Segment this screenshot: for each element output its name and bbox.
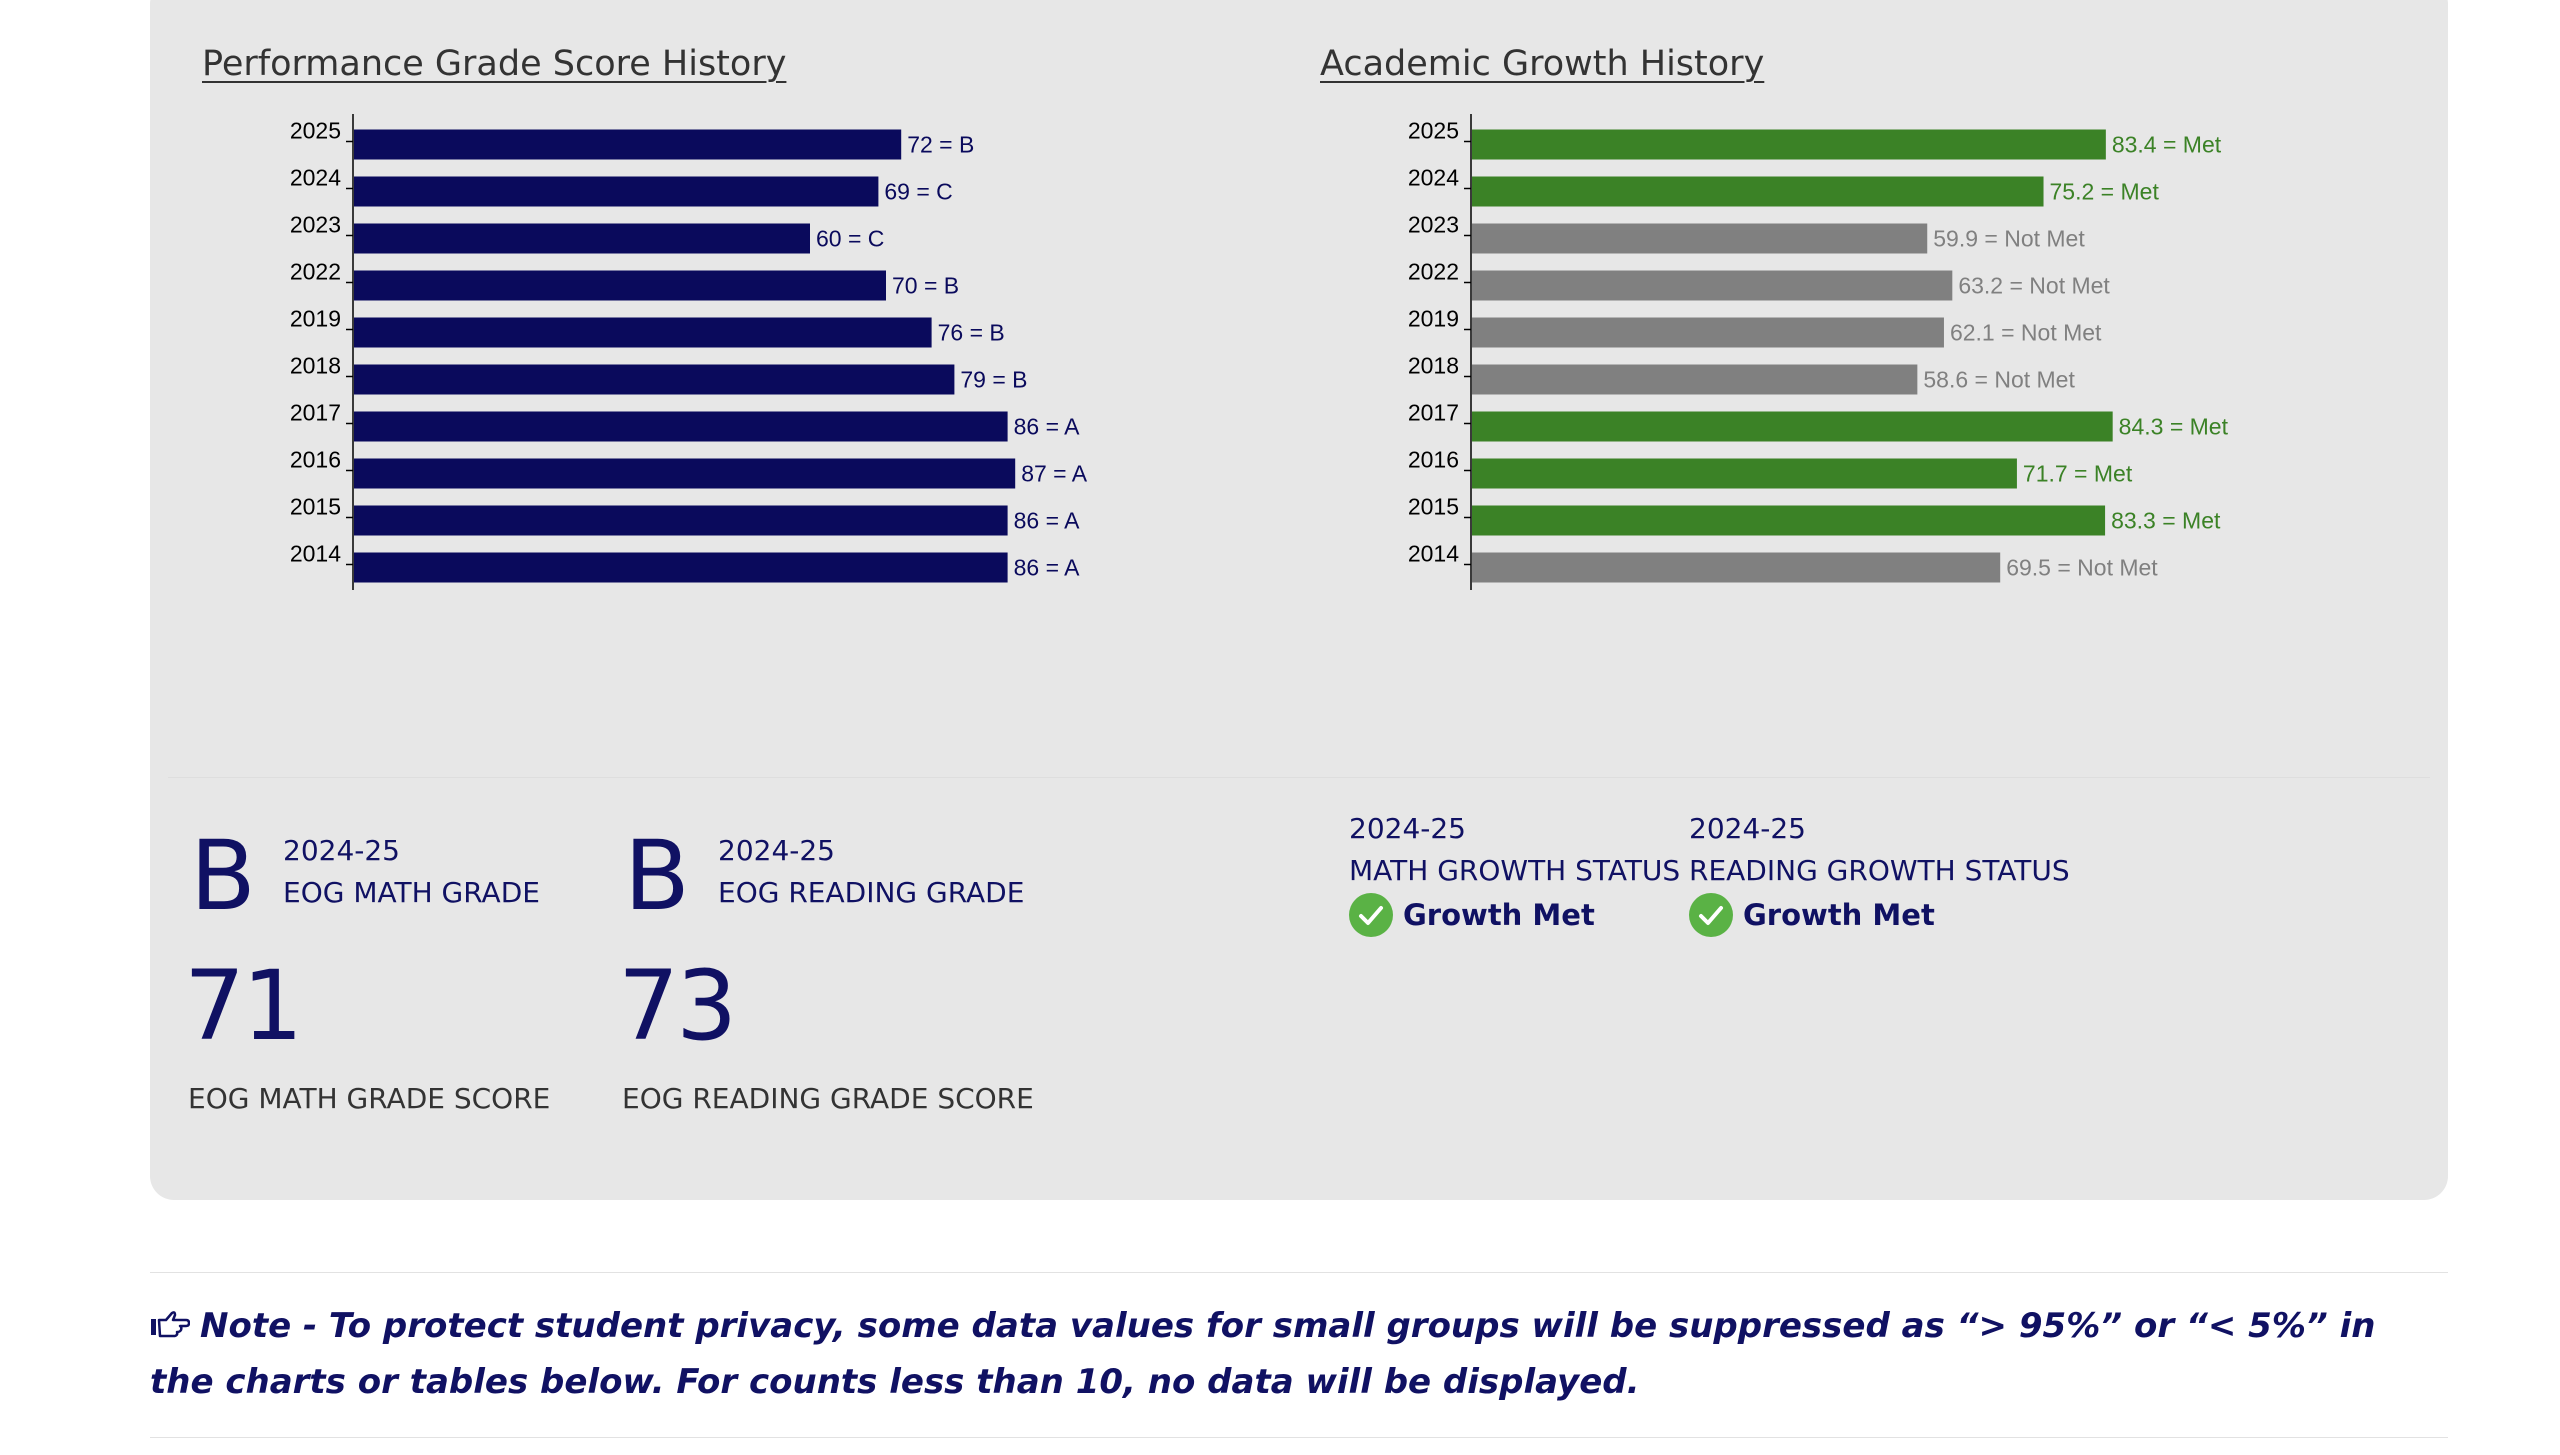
bar-data-label: 83.4 = Met: [2112, 132, 2222, 158]
math-grade-label: EOG MATH GRADE: [283, 876, 540, 909]
bar-data-label: 71.7 = Met: [2023, 461, 2133, 487]
bar-data-label: 69.5 = Not Met: [2006, 555, 2158, 581]
y-tick-label: 2022: [290, 259, 341, 285]
reading-growth-status: Growth Met: [1689, 892, 2070, 938]
bar-data-label: 59.9 = Not Met: [1933, 226, 2085, 252]
note-top-rule: [150, 1272, 2448, 1273]
performance-grade-chart: 2025 72 = B 2024 69 = C 2023 60 = C 2022 70 = B…: [290, 114, 1088, 590]
y-tick-label: 2017: [290, 400, 341, 426]
y-tick-label: 2016: [1408, 447, 1459, 473]
section-divider: [168, 777, 2430, 778]
y-tick-label: 2018: [290, 353, 341, 379]
y-tick-label: 2024: [1408, 165, 1459, 191]
bar-2025: [1472, 129, 2106, 160]
bar-data-label: 86 = A: [1014, 414, 1081, 440]
bar-2019: [354, 317, 932, 348]
bar-data-label: 75.2 = Met: [2050, 179, 2160, 205]
y-tick-label: 2025: [1408, 118, 1459, 144]
bar-data-label: 84.3 = Met: [2119, 414, 2229, 440]
bar-data-label: 79 = B: [960, 367, 1027, 393]
bar-data-label: 87 = A: [1021, 461, 1088, 487]
reading-growth-year: 2024-25: [1689, 812, 1806, 845]
bar-2015: [354, 505, 1008, 536]
bar-data-label: 86 = A: [1014, 555, 1081, 581]
bar-data-label: 76 = B: [938, 320, 1005, 346]
y-tick-label: 2015: [290, 494, 341, 520]
growth-chart-title: Academic Growth History: [1320, 44, 1765, 84]
y-tick-label: 2014: [290, 541, 341, 567]
bar-2018: [1472, 364, 1918, 395]
bar-2023: [1472, 223, 1928, 254]
bar-2017: [354, 411, 1008, 442]
bar-2019: [1472, 317, 1944, 348]
bar-2025: [354, 129, 902, 160]
bar-2022: [1472, 270, 1953, 301]
bar-2018: [354, 364, 955, 395]
bar-data-label: 60 = C: [816, 226, 884, 252]
y-tick-label: 2023: [1408, 212, 1459, 238]
math-grade-score: 71: [184, 950, 303, 1062]
reading-growth-label: READING GROWTH STATUS: [1689, 854, 2070, 887]
bar-data-label: 83.3 = Met: [2111, 508, 2221, 534]
note-bottom-rule: [150, 1437, 2448, 1438]
y-tick-label: 2024: [290, 165, 341, 191]
reading-grade-score: 73: [618, 950, 737, 1062]
bar-data-label: 69 = C: [884, 179, 952, 205]
y-tick-label: 2019: [1408, 306, 1459, 332]
check-circle-icon: [1689, 893, 1733, 937]
bar-data-label: 70 = B: [892, 273, 959, 299]
math-grade-letter: B: [190, 820, 256, 932]
bar-2014: [1472, 552, 2001, 583]
pointing-hand-icon: [150, 1304, 191, 1356]
y-tick-label: 2014: [1408, 541, 1459, 567]
performance-chart-title: Performance Grade Score History: [202, 44, 787, 84]
bar-data-label: 58.6 = Not Met: [1923, 367, 2075, 393]
math-growth-block: 2024-25 MATH GROWTH STATUS Growth Met: [1349, 808, 1680, 938]
y-tick-label: 2019: [290, 306, 341, 332]
bar-2017: [1472, 411, 2113, 442]
bar-data-label: 72 = B: [907, 132, 974, 158]
bar-2024: [1472, 176, 2044, 207]
bar-2014: [354, 552, 1008, 583]
reading-growth-block: 2024-25 READING GROWTH STATUS Growth Met: [1689, 808, 2070, 938]
reading-grade-score-label: EOG READING GRADE SCORE: [622, 1082, 1034, 1115]
privacy-note-text: Note - To protect student privacy, some …: [150, 1306, 2376, 1402]
reading-grade-year: 2024-25: [718, 834, 835, 867]
y-tick-label: 2015: [1408, 494, 1459, 520]
bar-2024: [354, 176, 879, 207]
bar-data-label: 63.2 = Not Met: [1958, 273, 2110, 299]
bar-2023: [354, 223, 810, 254]
y-tick-label: 2025: [290, 118, 341, 144]
bar-2016: [1472, 458, 2017, 489]
math-growth-status-text: Growth Met: [1403, 898, 1595, 932]
bar-2022: [354, 270, 886, 301]
reading-grade-letter: B: [624, 820, 690, 932]
y-tick-label: 2016: [290, 447, 341, 473]
check-circle-icon: [1349, 893, 1393, 937]
math-growth-status: Growth Met: [1349, 892, 1680, 938]
y-tick-label: 2017: [1408, 400, 1459, 426]
y-tick-label: 2022: [1408, 259, 1459, 285]
math-growth-year: 2024-25: [1349, 812, 1466, 845]
y-tick-label: 2018: [1408, 353, 1459, 379]
academic-growth-chart: 2025 83.4 = Met 2024 75.2 = Met 2023 59.9 = N…: [1408, 114, 2229, 590]
math-grade-score-label: EOG MATH GRADE SCORE: [188, 1082, 551, 1115]
y-tick-label: 2023: [290, 212, 341, 238]
privacy-note: Note - To protect student privacy, some …: [150, 1300, 2450, 1408]
math-growth-label: MATH GROWTH STATUS: [1349, 854, 1681, 887]
reading-growth-status-text: Growth Met: [1743, 898, 1935, 932]
math-grade-year: 2024-25: [283, 834, 400, 867]
bar-2015: [1472, 505, 2106, 536]
reading-grade-label: EOG READING GRADE: [718, 876, 1025, 909]
bar-data-label: 62.1 = Not Met: [1950, 320, 2102, 346]
bar-2016: [354, 458, 1016, 489]
bar-data-label: 86 = A: [1014, 508, 1081, 534]
